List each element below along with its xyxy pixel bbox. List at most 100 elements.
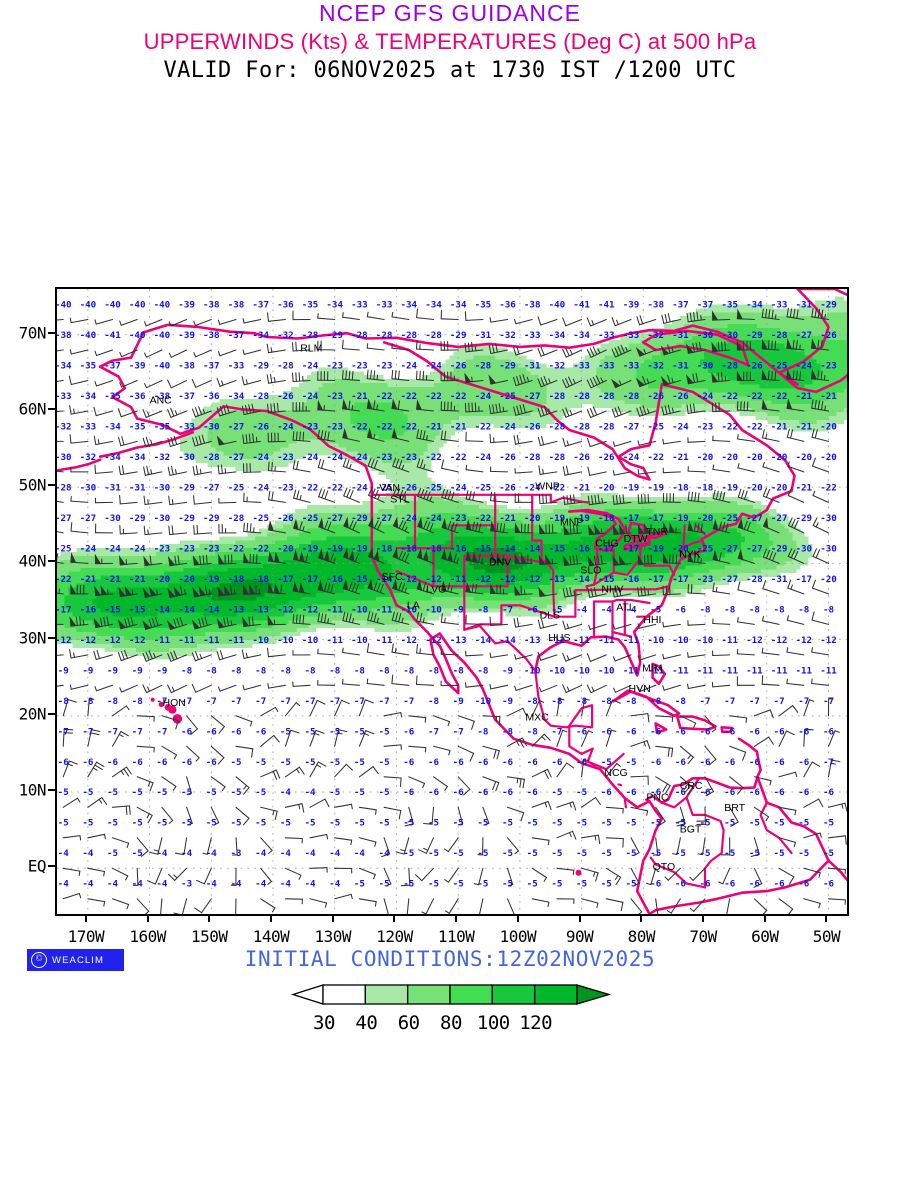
- y-tick-mark: [48, 865, 55, 868]
- city-label-stl: STL: [390, 493, 409, 505]
- city-label-rlm: RLM: [300, 343, 322, 355]
- city-label-crc: CRC: [680, 780, 703, 792]
- x-tick-mark: [763, 916, 766, 922]
- city-label-lvg: LVG: [426, 583, 446, 595]
- colorbar-cell-2: [407, 984, 451, 1005]
- title-line-variables: UPPERWINDS (Kts) & TEMPERATURES (Deg C) …: [143, 29, 757, 54]
- y-tick-label: 70N: [18, 323, 47, 343]
- coastlines-and-borders: [57, 289, 847, 914]
- colorbar-tick-60: 60: [397, 1012, 420, 1034]
- colorbar-swatches: [290, 984, 612, 1005]
- x-tick-mark: [825, 916, 828, 922]
- initial-conditions-label: INITIAL CONDITIONS:12Z02NOV2025: [244, 947, 656, 971]
- x-tick-mark: [208, 916, 211, 922]
- x-tick-mark: [578, 916, 581, 922]
- city-label-hvn: HVN: [629, 683, 651, 695]
- y-tick-label: 60N: [18, 399, 47, 419]
- city-label-sfc: SFC: [382, 571, 403, 583]
- windspeed-band-1: [57, 296, 847, 660]
- y-tick-label: 50N: [18, 475, 47, 495]
- city-label-hon: HON: [163, 697, 186, 709]
- copyright-icon: ©: [31, 952, 47, 968]
- temperature-values: -40-40-40-40-40-39-38-38-37-36-35-34-33-…: [57, 299, 837, 889]
- city-label-nyk: NYK: [679, 548, 701, 560]
- weather-map-canvas: -40-40-40-40-40-39-38-38-37-36-35-34-33-…: [57, 289, 847, 914]
- weaclim-logo: © WEACLIM: [27, 949, 124, 971]
- city-label-slo: SLO: [580, 564, 601, 576]
- city-label-qto: QTO: [653, 861, 676, 873]
- x-tick-label: 120W: [376, 927, 413, 946]
- city-label-tnr: TNR: [646, 526, 668, 538]
- x-tick-label: 90W: [565, 927, 594, 946]
- city-label-pnc: PNC: [646, 791, 669, 803]
- city-label-dnv: DNV: [489, 557, 511, 569]
- x-tick-label: 150W: [191, 927, 228, 946]
- y-tick-label: 40N: [18, 551, 47, 571]
- colorbar-cell-0: [322, 984, 366, 1005]
- city-label-wnp: WNP: [535, 481, 560, 493]
- x-tick-mark: [393, 916, 396, 922]
- y-tick-mark: [48, 712, 55, 715]
- city-label-brt: BRT: [724, 802, 745, 814]
- y-tick-label: 30N: [18, 628, 47, 648]
- colorbar-cell-5: [534, 984, 578, 1005]
- y-tick-mark: [48, 789, 55, 792]
- colorbar-tick-120: 120: [519, 1012, 553, 1034]
- wind-speed-colorbar: 30 40 60 80 100 120: [0, 981, 900, 1036]
- x-tick-mark: [84, 916, 87, 922]
- x-tick-label: 50W: [812, 927, 841, 946]
- city-label-dtw: DTW: [624, 533, 648, 545]
- x-tick-label: 110W: [437, 927, 475, 946]
- x-tick-label: 70W: [689, 927, 717, 946]
- colorbar-cell-4: [491, 984, 536, 1005]
- y-tick-mark: [48, 407, 55, 410]
- x-tick-mark: [146, 916, 149, 922]
- map-plot-area: -40-40-40-40-40-39-38-38-37-36-35-34-33-…: [19, 287, 849, 946]
- colorbar-tick-100: 100: [476, 1012, 510, 1034]
- map-frame: -40-40-40-40-40-39-38-38-37-36-35-34-33-…: [55, 287, 849, 916]
- city-label-la: LA: [407, 599, 420, 611]
- y-tick-mark: [48, 636, 55, 639]
- city-label-mxc: MXC: [525, 711, 549, 723]
- city-label-mnp: MNP: [560, 516, 583, 528]
- city-label-atl: ATL: [616, 602, 635, 614]
- y-tick-mark: [48, 331, 55, 334]
- city-label-nhv: NHV: [601, 583, 623, 595]
- x-tick-label: 100W: [499, 927, 537, 946]
- title-line-model: NCEP GFS GUIDANCE: [319, 0, 581, 26]
- x-tick-label: 60W: [751, 927, 779, 946]
- colorbar-over-arrow: [576, 984, 612, 1005]
- colorbar-tick-40: 40: [355, 1012, 378, 1034]
- wind-barbs: [57, 307, 847, 914]
- colorbar-cell-1: [364, 984, 409, 1005]
- city-label-anc: ANC: [150, 394, 173, 406]
- chart-title-block: NCEP GFS GUIDANCE UPPERWINDS (Kts) & TEM…: [0, 0, 900, 86]
- city-label-hus: HUS: [548, 632, 570, 644]
- city-label-mim: MIM: [642, 663, 662, 675]
- x-tick-mark: [331, 916, 334, 922]
- colorbar-under-arrow: [290, 984, 324, 1005]
- x-tick-mark: [455, 916, 458, 922]
- city-label-dls: DLS: [540, 609, 560, 621]
- title-line-valid-time: VALID For: 06NOV2025 at 1730 IST /1200 U…: [163, 58, 737, 83]
- x-tick-label: 160W: [129, 927, 166, 946]
- x-tick-mark: [270, 916, 273, 922]
- city-label-ncg: NCG: [604, 767, 627, 779]
- y-tick-mark: [48, 484, 55, 487]
- y-tick-label: EQ: [27, 856, 47, 876]
- city-label-hhi: HHI: [643, 614, 661, 626]
- y-tick-label: 10N: [18, 780, 47, 800]
- windspeed-band-4: [64, 339, 821, 629]
- x-tick-label: 130W: [314, 927, 351, 946]
- x-tick-mark: [516, 916, 519, 922]
- x-tick-label: 140W: [252, 927, 290, 946]
- colorbar-tick-30: 30: [313, 1012, 335, 1034]
- x-tick-mark: [640, 916, 643, 922]
- y-tick-label: 20N: [18, 704, 47, 724]
- logo-label: WEACLIM: [52, 954, 105, 966]
- city-label-chg: CHG: [595, 538, 618, 550]
- colorbar-cell-3: [449, 984, 493, 1005]
- x-tick-label: 80W: [627, 927, 656, 946]
- colorbar-tick-labels: 30 40 60 80 100 120: [285, 1012, 615, 1036]
